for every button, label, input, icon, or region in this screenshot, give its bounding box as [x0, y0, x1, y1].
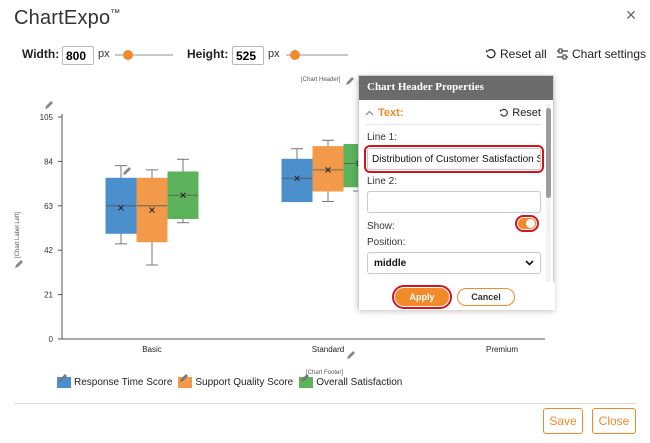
legend-pencil-icon[interactable] — [179, 373, 189, 383]
chart-footer-placeholder[interactable]: [Chart Footer] — [306, 370, 344, 376]
edit-header-pencil-icon[interactable] — [345, 76, 355, 86]
height-input[interactable] — [232, 46, 264, 65]
x-tick-label: Premium — [486, 345, 518, 354]
chart-header-properties-panel: Chart Header Properties Text: Reset Line… — [358, 75, 555, 310]
position-select-value: middle — [374, 257, 407, 269]
x-tick-label: Basic — [142, 345, 162, 354]
mean-marker — [294, 175, 300, 182]
legend-pencil-icon[interactable] — [58, 373, 68, 383]
section-divider — [365, 124, 541, 125]
edit-axis-pencil-icon[interactable] — [44, 100, 54, 110]
box-plot-chart: 0 21 42 63 84 105 Basic Standard Premium — [40, 113, 545, 354]
panel-reset-button[interactable]: Reset — [499, 107, 541, 119]
legend-pencil-icon[interactable] — [300, 373, 310, 383]
text-section-title: Text: — [378, 107, 404, 119]
y-tick-label: 21 — [44, 291, 53, 300]
cancel-button[interactable]: Cancel — [457, 288, 515, 306]
close-button[interactable]: Close — [592, 408, 636, 434]
y-tick-label: 84 — [44, 157, 53, 166]
reset-icon — [486, 49, 496, 59]
legend-item-overall-satisfaction[interactable]: Overall Satisfaction — [299, 374, 403, 388]
y-tick-label: 42 — [44, 246, 53, 255]
panel-scrollbar[interactable] — [546, 104, 551, 304]
panel-actions: Apply Cancel — [359, 282, 555, 310]
height-unit: px — [268, 48, 280, 60]
panel-body: Text: Reset Line 1: Distribution of Cust… — [359, 100, 545, 308]
height-slider-track — [286, 54, 348, 56]
height-slider-thumb[interactable] — [290, 50, 300, 60]
footer-divider — [14, 403, 636, 404]
chevron-up-icon — [365, 110, 374, 116]
width-slider[interactable] — [115, 50, 173, 60]
show-toggle[interactable] — [515, 215, 539, 232]
y-tick-label: 105 — [40, 113, 54, 122]
x-tick-label: Standard — [312, 345, 344, 354]
chevron-down-icon — [525, 260, 534, 266]
line1-label: Line 1: — [367, 132, 398, 143]
brand-text: ChartExpo — [14, 7, 111, 29]
panel-title: Chart Header Properties — [359, 76, 553, 100]
width-slider-track — [115, 54, 173, 56]
height-label: Height: — [187, 47, 229, 61]
line1-input[interactable]: Distribution of Customer Satisfaction Sc… — [364, 145, 544, 173]
line2-input[interactable] — [367, 191, 541, 213]
legend-swatch-overall-satisfaction — [299, 374, 314, 388]
position-select[interactable]: middle — [367, 252, 541, 274]
chart-legend: Response Time Score Support Quality Scor… — [57, 374, 403, 388]
height-slider[interactable] — [286, 50, 348, 60]
reset-all-label: Reset all — [500, 47, 547, 61]
mean-marker — [149, 207, 155, 213]
panel-reset-label: Reset — [512, 107, 541, 119]
y-tick-label: 63 — [44, 202, 53, 211]
save-button[interactable]: Save — [543, 408, 583, 434]
legend-swatch-support-quality — [178, 374, 193, 388]
mean-marker — [118, 205, 124, 211]
box-0-1 — [281, 158, 313, 203]
apply-button[interactable]: Apply — [392, 285, 452, 309]
edit-series-pencil-icon[interactable] — [122, 166, 132, 176]
width-unit: px — [98, 48, 110, 60]
reset-all-button[interactable]: Reset all — [485, 47, 547, 61]
width-input[interactable] — [62, 46, 94, 65]
edit-xaxis-pencil-icon[interactable] — [346, 350, 356, 360]
edit-left-label-pencil-icon[interactable] — [14, 259, 24, 269]
reset-icon — [500, 108, 509, 117]
chart-header-placeholder[interactable]: [Chart Header] — [301, 77, 341, 83]
mean-marker — [325, 167, 331, 173]
legend-label-overall-satisfaction: Overall Satisfaction — [316, 377, 403, 388]
show-toggle-knob — [526, 219, 535, 228]
width-label: Width: — [22, 47, 60, 61]
position-label: Position: — [367, 237, 406, 248]
legend-item-response-time[interactable]: Response Time Score — [57, 374, 173, 388]
sliders-icon — [557, 48, 568, 60]
y-tick-label: 0 — [49, 335, 54, 344]
chart-labels: 0 21 42 63 84 105 Basic Standard Premium — [40, 113, 519, 354]
trademark-mark: ™ — [110, 8, 121, 19]
close-icon[interactable]: × — [625, 5, 637, 25]
text-section-toggle[interactable]: Text: — [365, 107, 403, 119]
chart-settings-button[interactable]: Chart settings — [556, 47, 646, 61]
mean-marker — [180, 192, 186, 199]
legend-swatch-response-time — [57, 374, 71, 388]
text-section-header: Text: Reset — [365, 107, 541, 119]
chart-label-left-placeholder[interactable]: [Chart Label Left] — [15, 211, 21, 259]
chart-axes — [58, 114, 545, 340]
panel-scrollbar-thumb[interactable] — [546, 108, 551, 198]
legend-item-support-quality[interactable]: Support Quality Score — [178, 374, 294, 388]
legend-label-support-quality: Support Quality Score — [195, 377, 294, 388]
chart-boxes — [105, 139, 375, 266]
chart-settings-label: Chart settings — [572, 47, 647, 61]
show-label: Show: — [367, 221, 395, 232]
line2-label: Line 2: — [367, 176, 398, 187]
app-brand: ChartExpo™ — [14, 7, 121, 30]
legend-label-response-time: Response Time Score — [74, 377, 173, 388]
width-slider-thumb[interactable] — [123, 50, 133, 60]
box-1-1 — [312, 146, 344, 192]
